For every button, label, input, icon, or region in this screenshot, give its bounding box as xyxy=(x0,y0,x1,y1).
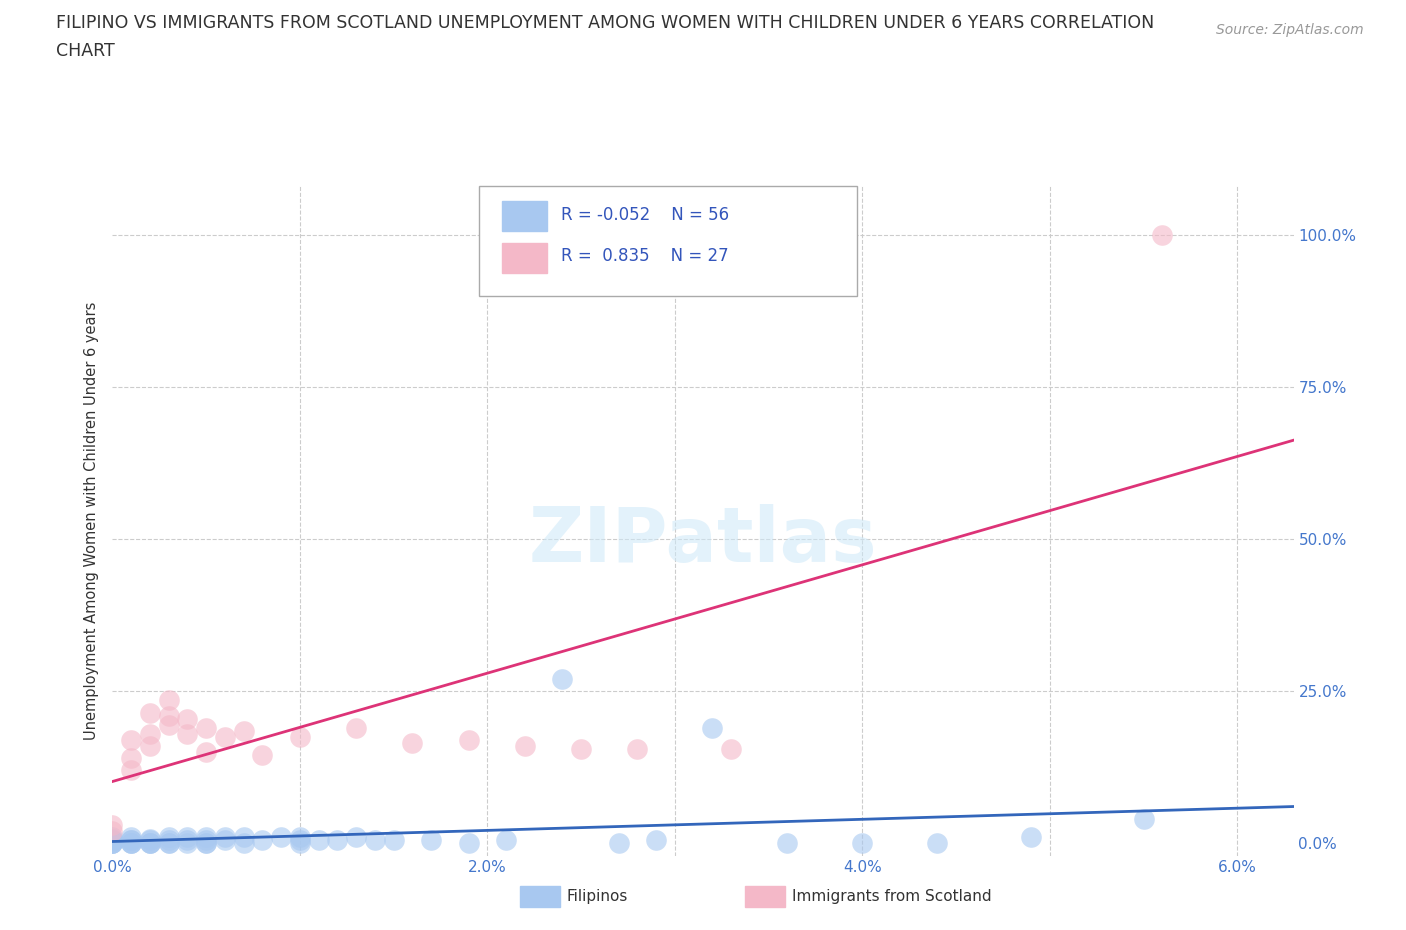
Point xyxy=(157,833,180,848)
Point xyxy=(457,836,479,851)
Point xyxy=(776,836,799,851)
Text: R = -0.052    N = 56: R = -0.052 N = 56 xyxy=(561,206,730,224)
Point xyxy=(176,830,198,844)
Point xyxy=(214,830,236,844)
Point xyxy=(139,705,162,720)
Text: FILIPINO VS IMMIGRANTS FROM SCOTLAND UNEMPLOYMENT AMONG WOMEN WITH CHILDREN UNDE: FILIPINO VS IMMIGRANTS FROM SCOTLAND UNE… xyxy=(56,14,1154,32)
Point xyxy=(702,721,724,736)
Point xyxy=(176,833,198,848)
Point xyxy=(120,833,142,848)
Point xyxy=(344,721,367,736)
Point xyxy=(101,836,124,851)
Point xyxy=(195,721,218,736)
Y-axis label: Unemployment Among Women with Children Under 6 years: Unemployment Among Women with Children U… xyxy=(84,301,100,740)
Point xyxy=(139,726,162,741)
Point xyxy=(101,830,124,844)
Text: R =  0.835    N = 27: R = 0.835 N = 27 xyxy=(561,247,728,265)
Point xyxy=(495,833,517,848)
Point xyxy=(457,733,479,748)
Text: Filipinos: Filipinos xyxy=(567,889,628,904)
Point xyxy=(401,736,423,751)
Point xyxy=(101,836,124,851)
Point xyxy=(120,751,142,765)
Point xyxy=(101,836,124,851)
FancyBboxPatch shape xyxy=(502,243,547,273)
Point xyxy=(288,830,311,844)
FancyBboxPatch shape xyxy=(478,186,856,297)
Point xyxy=(927,836,949,851)
Point xyxy=(288,836,311,851)
Point xyxy=(1019,830,1042,844)
Point xyxy=(157,693,180,708)
Point xyxy=(101,824,124,839)
Point xyxy=(157,717,180,732)
Point xyxy=(139,831,162,846)
Point xyxy=(326,833,349,848)
Point xyxy=(157,830,180,844)
Point xyxy=(139,836,162,851)
Point xyxy=(420,833,443,848)
Point xyxy=(569,741,592,756)
Point xyxy=(645,833,668,848)
Point xyxy=(195,833,218,848)
Point xyxy=(513,738,536,753)
Point xyxy=(607,836,630,851)
Text: Immigrants from Scotland: Immigrants from Scotland xyxy=(792,889,991,904)
Point xyxy=(120,763,142,777)
Point xyxy=(139,836,162,851)
FancyBboxPatch shape xyxy=(502,201,547,231)
Point xyxy=(120,836,142,851)
Point xyxy=(288,729,311,744)
Point xyxy=(382,833,405,848)
Point xyxy=(176,711,198,726)
Point xyxy=(720,741,742,756)
Text: Source: ZipAtlas.com: Source: ZipAtlas.com xyxy=(1216,23,1364,37)
Point xyxy=(101,817,124,832)
Point xyxy=(252,833,274,848)
Point xyxy=(157,836,180,851)
Point xyxy=(195,830,218,844)
Point xyxy=(214,729,236,744)
Point xyxy=(626,741,648,756)
Point xyxy=(270,830,292,844)
Point xyxy=(232,724,254,738)
Point xyxy=(101,833,124,848)
Point xyxy=(195,836,218,851)
Point xyxy=(1152,227,1174,242)
Point xyxy=(252,748,274,763)
Point xyxy=(1132,812,1154,827)
Point xyxy=(101,833,124,848)
Point xyxy=(232,836,254,851)
Point xyxy=(851,836,873,851)
Point xyxy=(120,836,142,851)
Point xyxy=(364,833,387,848)
Point xyxy=(139,738,162,753)
Point xyxy=(195,836,218,851)
Point xyxy=(101,836,124,851)
Point xyxy=(176,836,198,851)
Point xyxy=(157,836,180,851)
Point xyxy=(120,836,142,851)
Point xyxy=(120,830,142,844)
Text: ZIPatlas: ZIPatlas xyxy=(529,504,877,578)
Point xyxy=(139,836,162,851)
Point xyxy=(288,833,311,848)
Point xyxy=(120,833,142,848)
Point xyxy=(344,830,367,844)
Point xyxy=(232,830,254,844)
Point xyxy=(551,671,574,686)
Point xyxy=(101,831,124,846)
Point xyxy=(139,833,162,848)
Point xyxy=(157,708,180,723)
Point xyxy=(176,726,198,741)
Point xyxy=(120,733,142,748)
Point xyxy=(308,833,330,848)
Point xyxy=(195,745,218,760)
Point xyxy=(214,833,236,848)
Text: CHART: CHART xyxy=(56,42,115,60)
